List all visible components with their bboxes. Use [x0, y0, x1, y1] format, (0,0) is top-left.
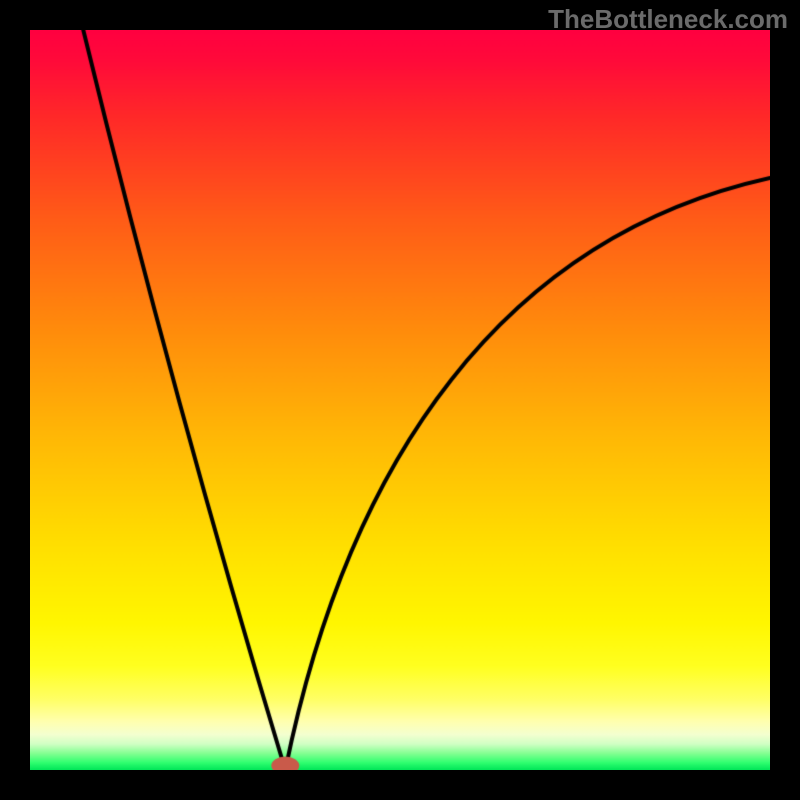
watermark-text: TheBottleneck.com	[548, 4, 788, 35]
plot-area	[30, 30, 770, 770]
bottleneck-curve	[30, 30, 770, 770]
chart-container: TheBottleneck.com	[0, 0, 800, 800]
